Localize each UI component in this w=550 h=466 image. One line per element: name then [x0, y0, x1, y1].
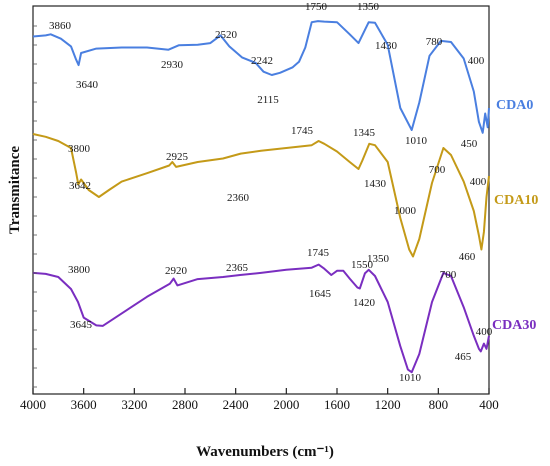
- peak-label: 3642: [69, 180, 91, 192]
- plot-frame: [32, 5, 490, 395]
- series-label-cda0: CDA0: [496, 98, 533, 113]
- peak-label: 2242: [251, 55, 273, 67]
- x-tick-label: 2000: [273, 397, 299, 412]
- x-tick-label: 1200: [375, 397, 401, 412]
- peak-label: 1345: [353, 127, 376, 139]
- peak-labels: 3860 3640 2930 2520 2242 2115 1750 1430 1350 1010…: [49, 1, 493, 384]
- peak-label: 1550: [351, 259, 374, 271]
- peak-label: 2920: [165, 265, 188, 277]
- x-tick-label: 800: [429, 397, 449, 412]
- peak-label: 400: [476, 326, 493, 338]
- peak-label: 465: [455, 351, 472, 363]
- peak-label: 700: [429, 164, 446, 176]
- peak-label: 2520: [215, 29, 238, 41]
- x-axis-ticks: 4000 3600 3200 2800 2400 2000 1600 1200 800 400: [20, 25, 499, 412]
- x-tick-label: 400: [479, 397, 499, 412]
- peak-label: 1010: [405, 135, 428, 147]
- x-axis-label: Wavenumbers (cm⁻¹): [196, 444, 334, 460]
- peak-label: 460: [459, 251, 476, 263]
- series-line-cda30: [32, 263, 490, 374]
- peak-label: 1750: [305, 1, 328, 13]
- series-label-cda30: CDA30: [492, 318, 536, 333]
- peak-label: 2925: [166, 151, 189, 163]
- peak-label: 1745: [291, 125, 314, 137]
- peak-label: 780: [426, 36, 443, 48]
- peak-label: 1430: [364, 178, 387, 190]
- peak-label: 3640: [76, 79, 99, 91]
- x-tick-label: 2400: [223, 397, 249, 412]
- series-label-cda10: CDA10: [494, 193, 538, 208]
- peak-label: 3800: [68, 264, 91, 276]
- peak-label: 1350: [357, 1, 380, 13]
- peak-label: 2360: [227, 192, 250, 204]
- peak-label: 1430: [375, 40, 398, 52]
- peak-label: 400: [470, 176, 487, 188]
- peak-label: 700: [440, 269, 457, 281]
- peak-label: 1010: [399, 372, 422, 384]
- plot-border: [32, 5, 490, 395]
- peak-label: 2115: [257, 94, 279, 106]
- x-tick-label: 3600: [71, 397, 97, 412]
- series-labels: CDA0 CDA10 CDA30: [492, 98, 538, 333]
- peak-label: 3645: [70, 319, 93, 331]
- x-tick-label: 1600: [324, 397, 350, 412]
- peak-label: 1420: [353, 297, 376, 309]
- peak-label: 1000: [394, 205, 417, 217]
- peak-label: 2930: [161, 59, 184, 71]
- series-layer: [32, 20, 490, 374]
- peak-label: 400: [468, 55, 485, 67]
- peak-label: 1350: [367, 253, 390, 265]
- y-axis-label: Transmitance: [7, 146, 23, 234]
- series-line-cda0: [32, 20, 490, 134]
- x-tick-label: 3200: [121, 397, 147, 412]
- peak-label: 2365: [226, 262, 249, 274]
- x-tick-label: 2800: [172, 397, 198, 412]
- peak-label: 3860: [49, 20, 72, 32]
- peak-label: 3800: [68, 143, 91, 155]
- x-tick-label: 4000: [20, 397, 46, 412]
- peak-label: 1745: [307, 247, 330, 259]
- series-line-cda10: [32, 133, 490, 258]
- peak-label: 1645: [309, 288, 332, 300]
- peak-label: 450: [461, 138, 478, 150]
